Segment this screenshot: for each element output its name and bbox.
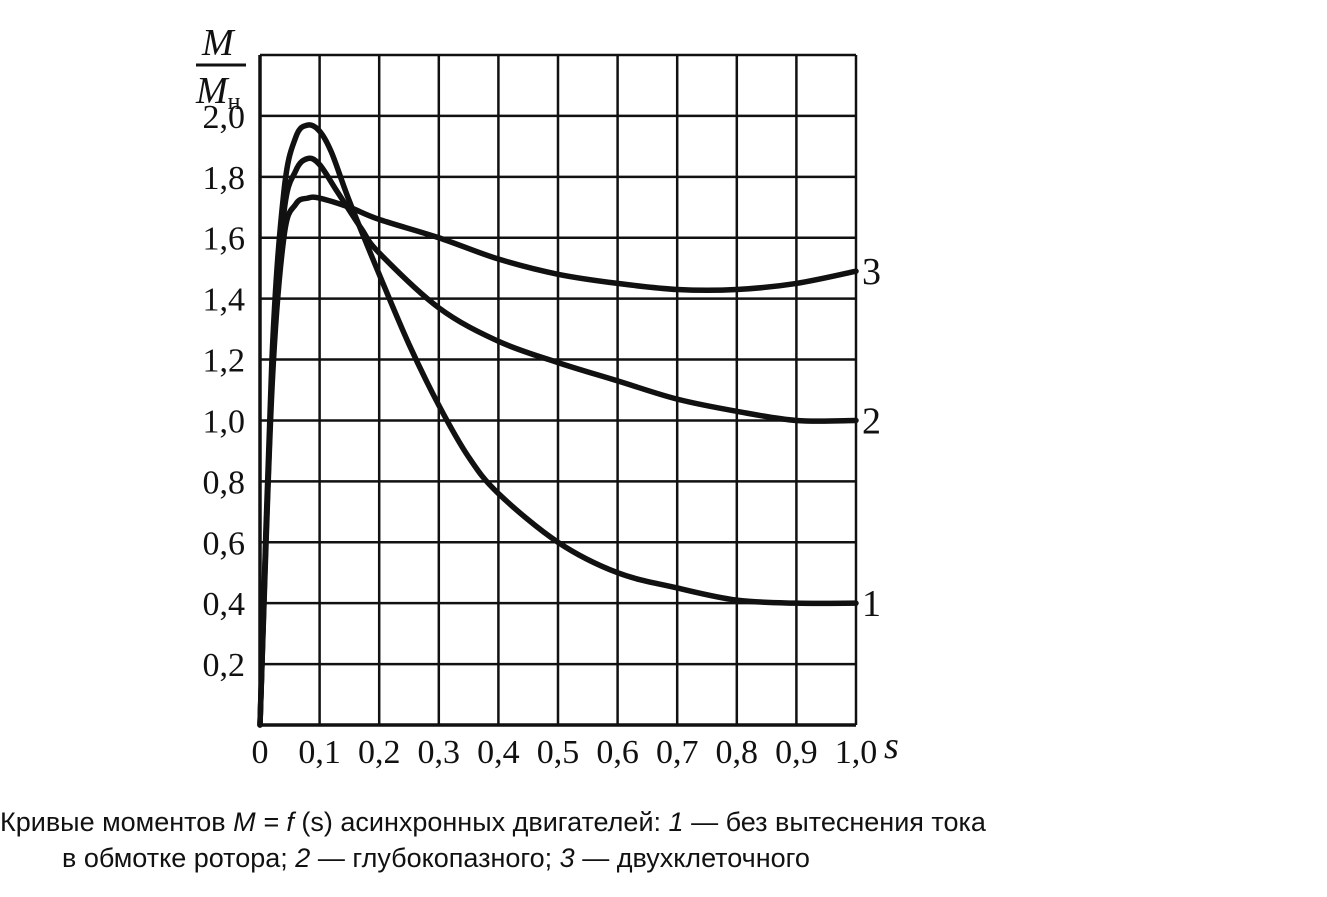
chart-grid <box>258 53 858 727</box>
x-tick-label: 0,1 <box>298 734 341 771</box>
curve-labels: 1 2 3 <box>862 251 881 625</box>
y-tick-label: 1,2 <box>203 343 246 380</box>
x-tick-label: 0,2 <box>358 734 401 771</box>
y-tick-label: 1,0 <box>203 403 246 440</box>
y-tick-labels: 0,2 0,4 0,6 0,8 1,0 1,2 1,4 1,6 1,8 2,0 <box>203 99 246 684</box>
x-tick-label: 0,5 <box>537 734 580 771</box>
y-tick-label: 0,8 <box>203 464 246 501</box>
y-tick-label: 1,6 <box>203 221 246 258</box>
x-tick-label: 0,6 <box>596 734 639 771</box>
x-tick-labels: 0 0,1 0,2 0,3 0,4 0,5 0,6 0,7 0,8 0,9 1,0 <box>252 734 878 771</box>
x-tick-label: 0,4 <box>477 734 520 771</box>
chart-curves <box>257 122 859 728</box>
caption-line-2: в обмотке ротора; 2 — глубокопазного; 3 … <box>62 843 810 873</box>
x-tick-label: 0,9 <box>775 734 818 771</box>
series-1-label: 1 <box>862 583 881 625</box>
y-axis-label: M Mн <box>195 22 246 115</box>
x-axis-label: s <box>884 725 899 767</box>
y-label-numerator: M <box>201 22 236 64</box>
y-label-denominator: Mн <box>195 70 241 115</box>
caption-line-1: Кривые моментов M = f (s) асинхронных дв… <box>0 807 986 837</box>
y-label-subscript: н <box>228 89 241 115</box>
x-tick-label: 0,8 <box>716 734 759 771</box>
torque-chart: 0 0,1 0,2 0,3 0,4 0,5 0,6 0,7 0,8 0,9 1,0 0,20,40,… <box>195 22 899 771</box>
series-3-line <box>257 194 859 728</box>
y-tick-label: 0,6 <box>203 525 246 562</box>
x-tick-label: 0,7 <box>656 734 699 771</box>
y-tick-label: 2,0 <box>203 99 246 136</box>
series-2-label: 2 <box>862 400 881 442</box>
y-tick-label: 0,2 <box>203 647 246 684</box>
series-3-label: 3 <box>862 251 881 293</box>
x-tick-label: 1,0 <box>835 734 878 771</box>
y-tick-label: 1,4 <box>203 282 246 319</box>
x-tick-label: 0 <box>252 734 269 771</box>
y-tick-label: 0,4 <box>203 586 246 623</box>
y-tick-label: 1,8 <box>203 160 246 197</box>
x-tick-label: 0,3 <box>418 734 461 771</box>
